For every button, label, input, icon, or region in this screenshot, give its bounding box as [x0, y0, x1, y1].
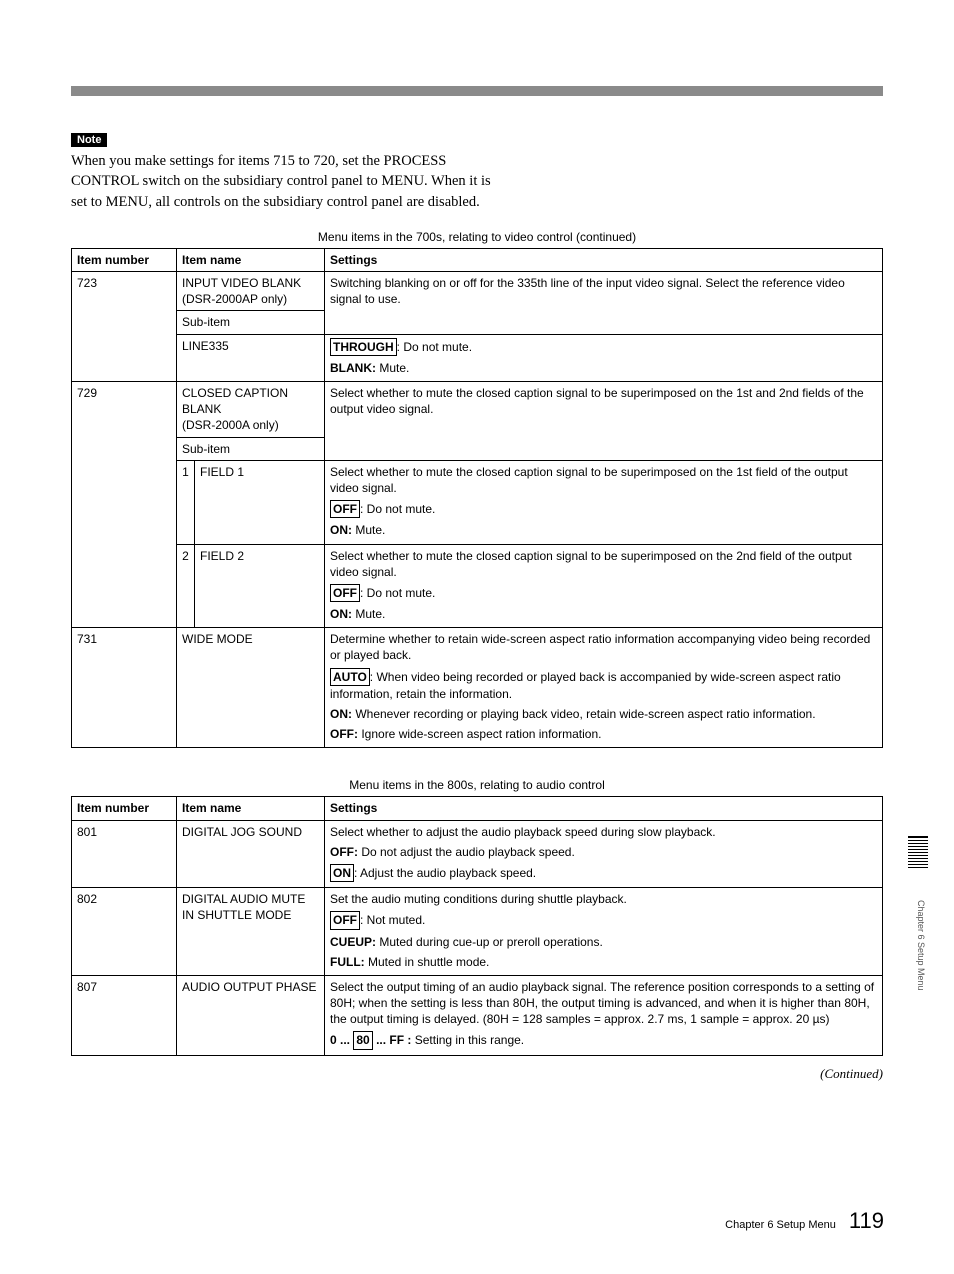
- note-badge: Note: [71, 133, 107, 147]
- row-723-line335: LINE335 THROUGH: Do not mute. BLANK: Mut…: [72, 334, 883, 381]
- cell-settings: Set the audio muting conditions during s…: [325, 888, 883, 976]
- option-key: ON:: [330, 607, 352, 621]
- range-post: ... FF :: [376, 1033, 411, 1047]
- cell-item-number: 807: [72, 975, 177, 1055]
- barcode-icon: [908, 836, 928, 870]
- cell-settings: Select whether to mute the closed captio…: [325, 460, 883, 544]
- continued-label: (Continued): [71, 1066, 883, 1082]
- option-desc: Select whether to adjust the audio playb…: [330, 824, 877, 840]
- col-settings: Settings: [325, 248, 883, 271]
- option-desc: Select the output timing of an audio pla…: [330, 979, 877, 1028]
- col-item-number: Item number: [72, 797, 177, 820]
- option-default: OFF: [330, 911, 360, 929]
- option-desc: Select whether to mute the closed captio…: [330, 548, 877, 580]
- cell-sub-idx: 2: [177, 544, 195, 628]
- row-807: 807 AUDIO OUTPUT PHASE Select the output…: [72, 975, 883, 1055]
- table-header-row: Item number Item name Settings: [72, 248, 883, 271]
- cell-sub-name: FIELD 2: [195, 544, 325, 628]
- col-item-name: Item name: [177, 797, 325, 820]
- header-bar: [71, 86, 883, 96]
- table-800-caption: Menu items in the 800s, relating to audi…: [71, 778, 883, 792]
- table-700-caption: Menu items in the 700s, relating to vide…: [71, 230, 883, 244]
- option-text: : Do not mute.: [360, 586, 435, 600]
- option-text: : Do not mute.: [360, 502, 435, 516]
- option-desc: Set the audio muting conditions during s…: [330, 891, 877, 907]
- option-key: FULL:: [330, 955, 365, 969]
- page-footer: Chapter 6 Setup Menu 119: [725, 1208, 884, 1234]
- cell-settings-desc: Switching blanking on or off for the 335…: [325, 272, 883, 335]
- cell-item-number: 723: [72, 272, 177, 382]
- option-text: Ignore wide-screen aspect ration informa…: [358, 727, 601, 741]
- cell-item-name: CLOSED CAPTION BLANK (DSR-2000A only): [177, 382, 325, 438]
- table-header-row: Item number Item name Settings: [72, 797, 883, 820]
- cell-settings-desc: Select whether to mute the closed captio…: [325, 382, 883, 461]
- option-key: OFF:: [330, 845, 358, 859]
- cell-sub-name: FIELD 1: [195, 460, 325, 544]
- option-text: Muted in shuttle mode.: [365, 955, 490, 969]
- cell-item-number: 801: [72, 820, 177, 888]
- cell-item-name: WIDE MODE: [177, 628, 325, 748]
- option-key: ON:: [330, 523, 352, 537]
- cell-item-name: DIGITAL JOG SOUND: [177, 820, 325, 888]
- cell-sub-item-label: Sub-item: [177, 437, 325, 460]
- footer-chapter: Chapter 6 Setup Menu: [725, 1219, 836, 1231]
- cell-settings: Select whether to adjust the audio playb…: [325, 820, 883, 888]
- footer-page-number: 119: [849, 1208, 884, 1233]
- option-desc: Select whether to mute the closed captio…: [330, 464, 877, 496]
- cell-sub-idx: 1: [177, 460, 195, 544]
- range-default: 80: [353, 1031, 372, 1049]
- option-default: AUTO: [330, 668, 370, 686]
- option-text: : Do not mute.: [397, 340, 472, 354]
- cell-sub-name: LINE335: [177, 334, 325, 381]
- cell-item-name: AUDIO OUTPUT PHASE: [177, 975, 325, 1055]
- cell-item-name: DIGITAL AUDIO MUTE IN SHUTTLE MODE: [177, 888, 325, 976]
- cell-settings: Select the output timing of an audio pla…: [325, 975, 883, 1055]
- cell-item-name: INPUT VIDEO BLANK (DSR-2000AP only): [177, 272, 325, 311]
- option-text: : When video being recorded or played ba…: [330, 670, 841, 701]
- option-text: Do not adjust the audio playback speed.: [358, 845, 575, 859]
- option-key: OFF:: [330, 727, 358, 741]
- row-729: 729 CLOSED CAPTION BLANK (DSR-2000A only…: [72, 382, 883, 438]
- option-text: Mute.: [376, 361, 409, 375]
- option-text: Mute.: [352, 523, 385, 537]
- range-pre: 0 ...: [330, 1033, 350, 1047]
- option-text: : Not muted.: [360, 913, 425, 927]
- option-text: Muted during cue-up or preroll operation…: [376, 935, 603, 949]
- col-item-number: Item number: [72, 248, 177, 271]
- row-801: 801 DIGITAL JOG SOUND Select whether to …: [72, 820, 883, 888]
- cell-settings: Select whether to mute the closed captio…: [325, 544, 883, 628]
- row-723: 723 INPUT VIDEO BLANK (DSR-2000AP only) …: [72, 272, 883, 311]
- option-default: OFF: [330, 584, 360, 602]
- cell-item-number: 729: [72, 382, 177, 628]
- row-731: 731 WIDE MODE Determine whether to retai…: [72, 628, 883, 748]
- table-800: Item number Item name Settings 801 DIGIT…: [71, 796, 883, 1055]
- col-settings: Settings: [325, 797, 883, 820]
- option-text: : Adjust the audio playback speed.: [354, 866, 536, 880]
- option-key: CUEUP:: [330, 935, 376, 949]
- cell-sub-item-label: Sub-item: [177, 311, 325, 334]
- option-key: ON:: [330, 707, 352, 721]
- row-729-field2: 2 FIELD 2 Select whether to mute the clo…: [72, 544, 883, 628]
- cell-item-number: 731: [72, 628, 177, 748]
- option-default: ON: [330, 864, 354, 882]
- option-default: THROUGH: [330, 338, 397, 356]
- option-text: Whenever recording or playing back video…: [352, 707, 816, 721]
- col-item-name: Item name: [177, 248, 325, 271]
- side-chapter-label: Chapter 6 Setup Menu: [916, 900, 926, 991]
- option-desc: Determine whether to retain wide-screen …: [330, 631, 877, 663]
- option-key: BLANK:: [330, 361, 376, 375]
- page-content: Note When you make settings for items 71…: [71, 130, 883, 1082]
- note-text: When you make settings for items 715 to …: [71, 151, 491, 212]
- cell-item-number: 802: [72, 888, 177, 976]
- row-802: 802 DIGITAL AUDIO MUTE IN SHUTTLE MODE S…: [72, 888, 883, 976]
- option-default: OFF: [330, 500, 360, 518]
- option-text: Mute.: [352, 607, 385, 621]
- range-text: Setting in this range.: [415, 1033, 524, 1047]
- cell-settings: Determine whether to retain wide-screen …: [325, 628, 883, 748]
- cell-settings: THROUGH: Do not mute. BLANK: Mute.: [325, 334, 883, 381]
- row-729-field1: 1 FIELD 1 Select whether to mute the clo…: [72, 460, 883, 544]
- table-700: Item number Item name Settings 723 INPUT…: [71, 248, 883, 749]
